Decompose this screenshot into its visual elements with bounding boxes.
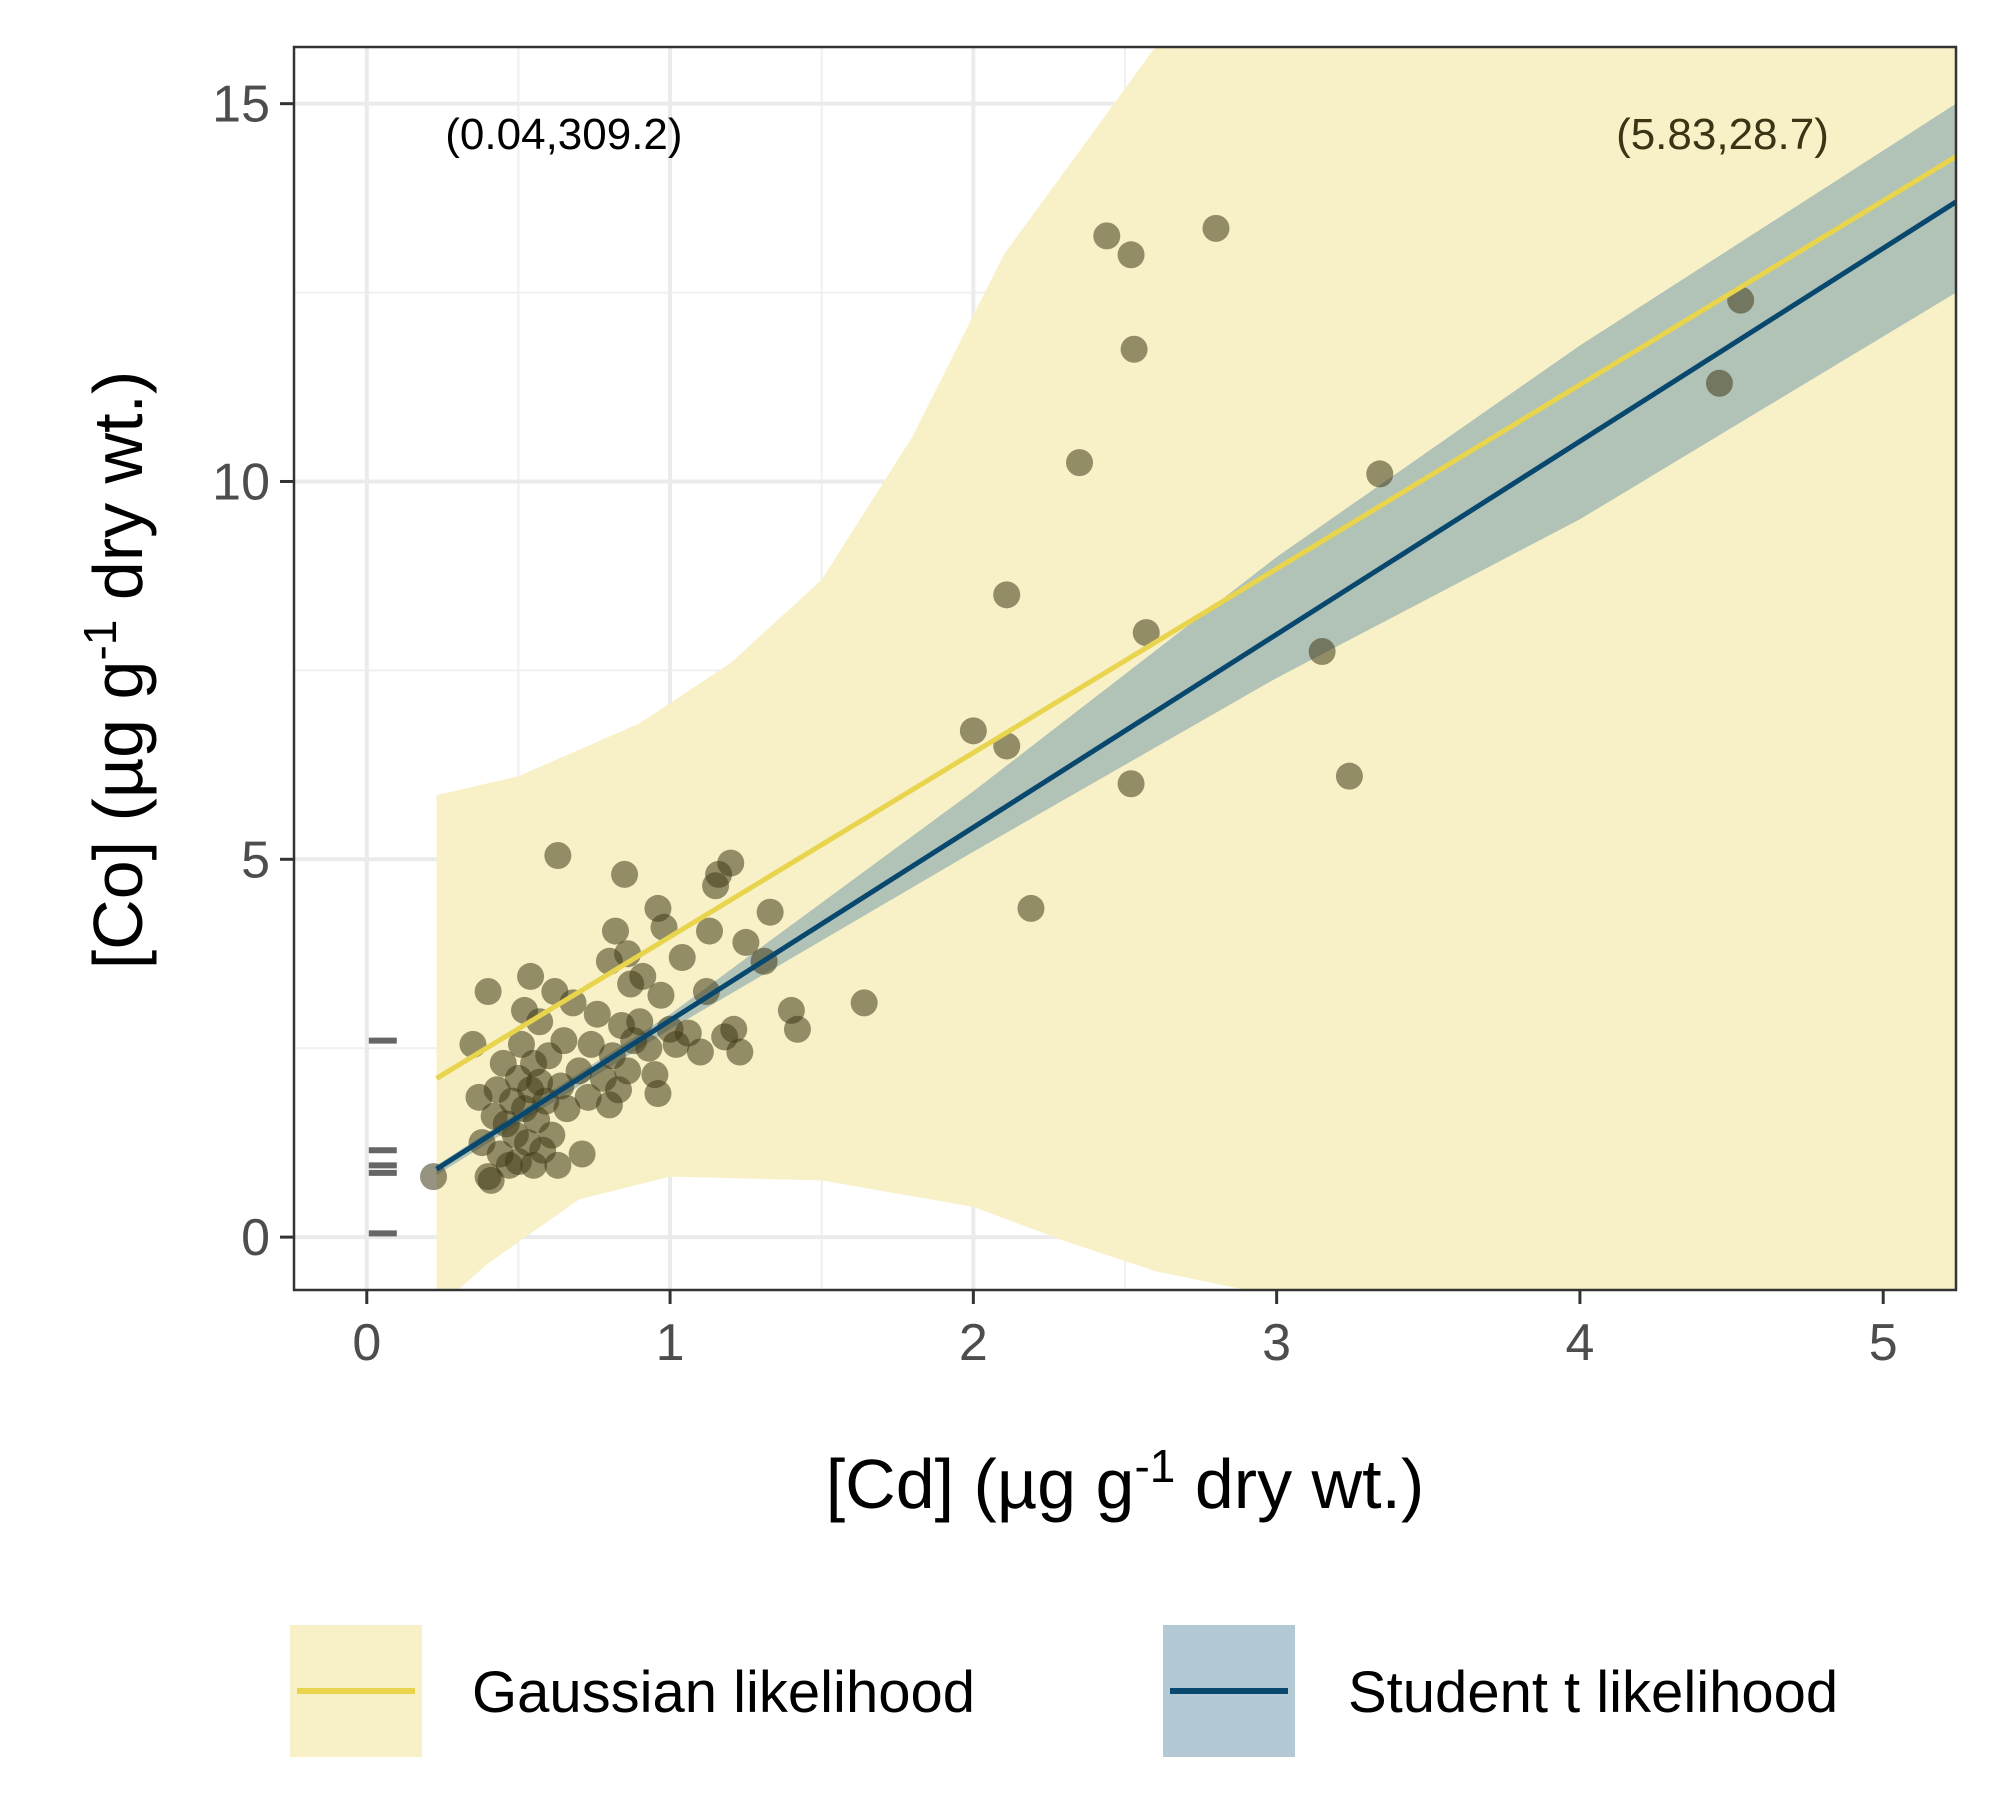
data-point: [1202, 214, 1230, 242]
data-point: [526, 1008, 554, 1036]
data-point: [550, 1027, 578, 1055]
data-point: [544, 842, 572, 870]
student-t-credible-band: [436, 103, 1956, 1176]
rug-layer: [368, 1037, 397, 1237]
data-point: [732, 928, 760, 956]
x-axis-title-tail: dry wt.): [1175, 1445, 1424, 1523]
x-tick-label: 2: [959, 1314, 988, 1372]
x-axis-title: [Cd] (µg g-1 dry wt.): [826, 1440, 1425, 1523]
gaussian-fit-line: [435, 154, 1956, 1081]
data-point: [1017, 894, 1045, 922]
data-point: [692, 978, 720, 1006]
data-point: [614, 1057, 642, 1085]
legend: Gaussian likelihood Student t likelihood: [290, 1625, 1838, 1757]
data-point: [783, 1015, 811, 1043]
data-point: [1308, 637, 1336, 665]
points-layer: [420, 214, 1755, 1194]
data-point: [601, 917, 629, 945]
data-point: [574, 1083, 602, 1111]
data-point: [993, 581, 1021, 609]
y-tick-label: 5: [241, 831, 270, 889]
data-point: [629, 962, 657, 990]
data-point: [544, 1151, 572, 1179]
data-point: [668, 944, 696, 972]
data-point: [720, 1015, 748, 1043]
data-point: [726, 1038, 754, 1066]
data-point: [756, 898, 784, 926]
data-point: [686, 1038, 714, 1066]
data-point: [1093, 222, 1121, 250]
data-point: [1120, 335, 1148, 363]
x-tick-label: 1: [656, 1314, 685, 1372]
data-point: [1705, 369, 1733, 397]
data-point: [420, 1163, 448, 1191]
data-point: [477, 1166, 505, 1194]
x-tick-label: 3: [1262, 1314, 1291, 1372]
y-axis-title-main: [Co] (µg g: [79, 661, 157, 970]
data-point: [583, 1000, 611, 1028]
x-axis-title-sup: -1: [1134, 1440, 1175, 1492]
data-point: [538, 1121, 566, 1149]
data-point: [568, 1140, 596, 1168]
data-point: [717, 849, 745, 877]
data-point: [635, 1034, 663, 1062]
data-point: [565, 1057, 593, 1085]
legend-label-gaussian: Gaussian likelihood: [472, 1660, 975, 1725]
data-point: [553, 1095, 581, 1123]
axes: 0 1 2 3 4 5 0 5 10 15: [212, 76, 1898, 1372]
data-point: [1117, 770, 1145, 798]
annotation-left: (0.04,309.2): [445, 110, 682, 159]
x-tick-label: 0: [352, 1314, 381, 1372]
x-tick-label: 5: [1869, 1314, 1898, 1372]
annotation-right: (5.83,28.7): [1616, 110, 1829, 159]
data-point: [626, 1008, 654, 1036]
y-axis-title-sup: -1: [74, 620, 126, 661]
data-point: [1335, 762, 1363, 790]
y-tick-label: 15: [212, 76, 270, 134]
y-tick-label: 10: [212, 453, 270, 511]
data-point: [577, 1030, 605, 1058]
data-point: [850, 989, 878, 1017]
data-point: [647, 981, 675, 1009]
data-point: [474, 978, 502, 1006]
data-point: [517, 962, 545, 990]
data-point: [644, 1080, 672, 1108]
data-point: [1117, 241, 1145, 269]
data-point: [611, 860, 639, 888]
x-axis-title-main: [Cd] (µg g: [826, 1445, 1135, 1523]
fit-line-layer: [435, 154, 1956, 1172]
data-point: [559, 989, 587, 1017]
y-tick-label: 0: [241, 1209, 270, 1267]
legend-label-student: Student t likelihood: [1348, 1660, 1838, 1725]
data-point: [1066, 449, 1094, 477]
y-axis-title-tail: dry wt.): [79, 371, 157, 620]
panel-border: [292, 45, 1958, 1292]
x-tick-label: 4: [1565, 1314, 1594, 1372]
ribbon-layer: [436, 47, 1956, 1290]
data-point: [1132, 619, 1160, 647]
y-axis-title: [Co] (µg g-1 dry wt.): [74, 371, 157, 970]
data-point: [959, 717, 987, 745]
data-point: [696, 917, 723, 945]
annotation-layer: (0.04,309.2) (5.83,28.7): [445, 110, 1829, 159]
student-t-fit-line: [435, 199, 1956, 1172]
data-point: [1366, 460, 1394, 488]
